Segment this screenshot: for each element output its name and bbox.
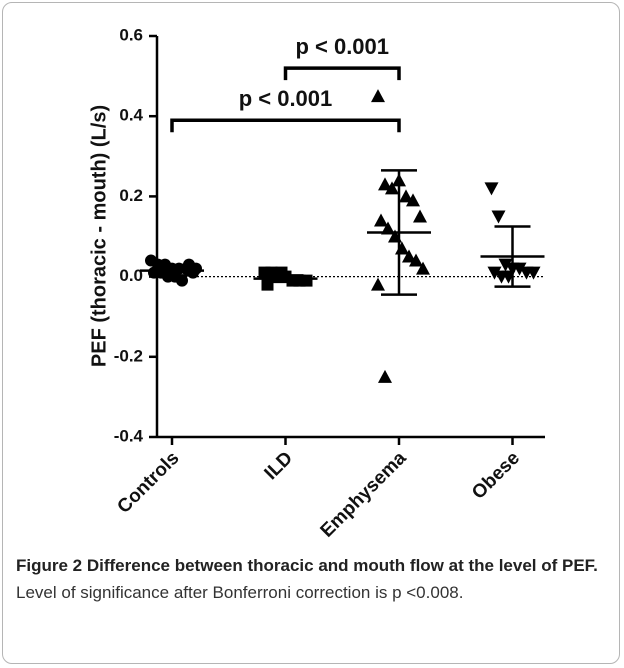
data-point [487,266,502,280]
data-point [176,274,188,287]
data-point [381,221,395,235]
caption-text: Level of significance after Bonferroni c… [16,583,464,602]
y-axis-label: PEF (thoracic - mouth) (L/s) [88,105,110,367]
data-point [406,193,420,207]
significance-bracket [170,118,401,133]
data-point [378,177,392,191]
caption: Figure 2 Difference between thoracic and… [16,552,608,606]
data-point [371,277,385,291]
data-point [402,249,416,263]
data-point [378,369,392,383]
y-tick-label: -0.2 [114,346,143,365]
data-point [371,89,385,103]
caption-title: Difference between thoracic and mouth fl… [86,556,598,575]
caption-label: Figure 2 [16,556,83,575]
data-point [498,258,513,272]
data-point [413,209,427,223]
data-point [395,241,409,255]
data-point [484,182,499,196]
y-tick-label: 0.2 [119,186,143,205]
x-tick-label: ILD [261,448,297,484]
data-point [491,210,506,224]
data-point [374,213,388,227]
data-point [399,189,413,203]
data-point [385,181,399,195]
y-tick-label: 0.4 [119,106,143,125]
x-tick-label: Obese [468,448,524,504]
y-tick-label: 0.0 [119,266,143,285]
x-tick-label: Emphysema [317,447,411,541]
data-point [416,261,430,275]
chart: PEF (thoracic - mouth) (L/s) -0.4 -0.2 0.0… [88,25,545,542]
significance-label: p < 0.001 [295,34,389,59]
significance-label: p < 0.001 [239,86,333,111]
x-tick-label: Controls [113,448,183,518]
significance-bracket [283,66,401,81]
y-tick-label: -0.4 [114,426,144,445]
y-tick-label: 0.6 [119,25,143,44]
data-point [512,262,527,276]
data-point [526,266,541,280]
data-point [409,253,423,267]
data-point [190,262,202,275]
